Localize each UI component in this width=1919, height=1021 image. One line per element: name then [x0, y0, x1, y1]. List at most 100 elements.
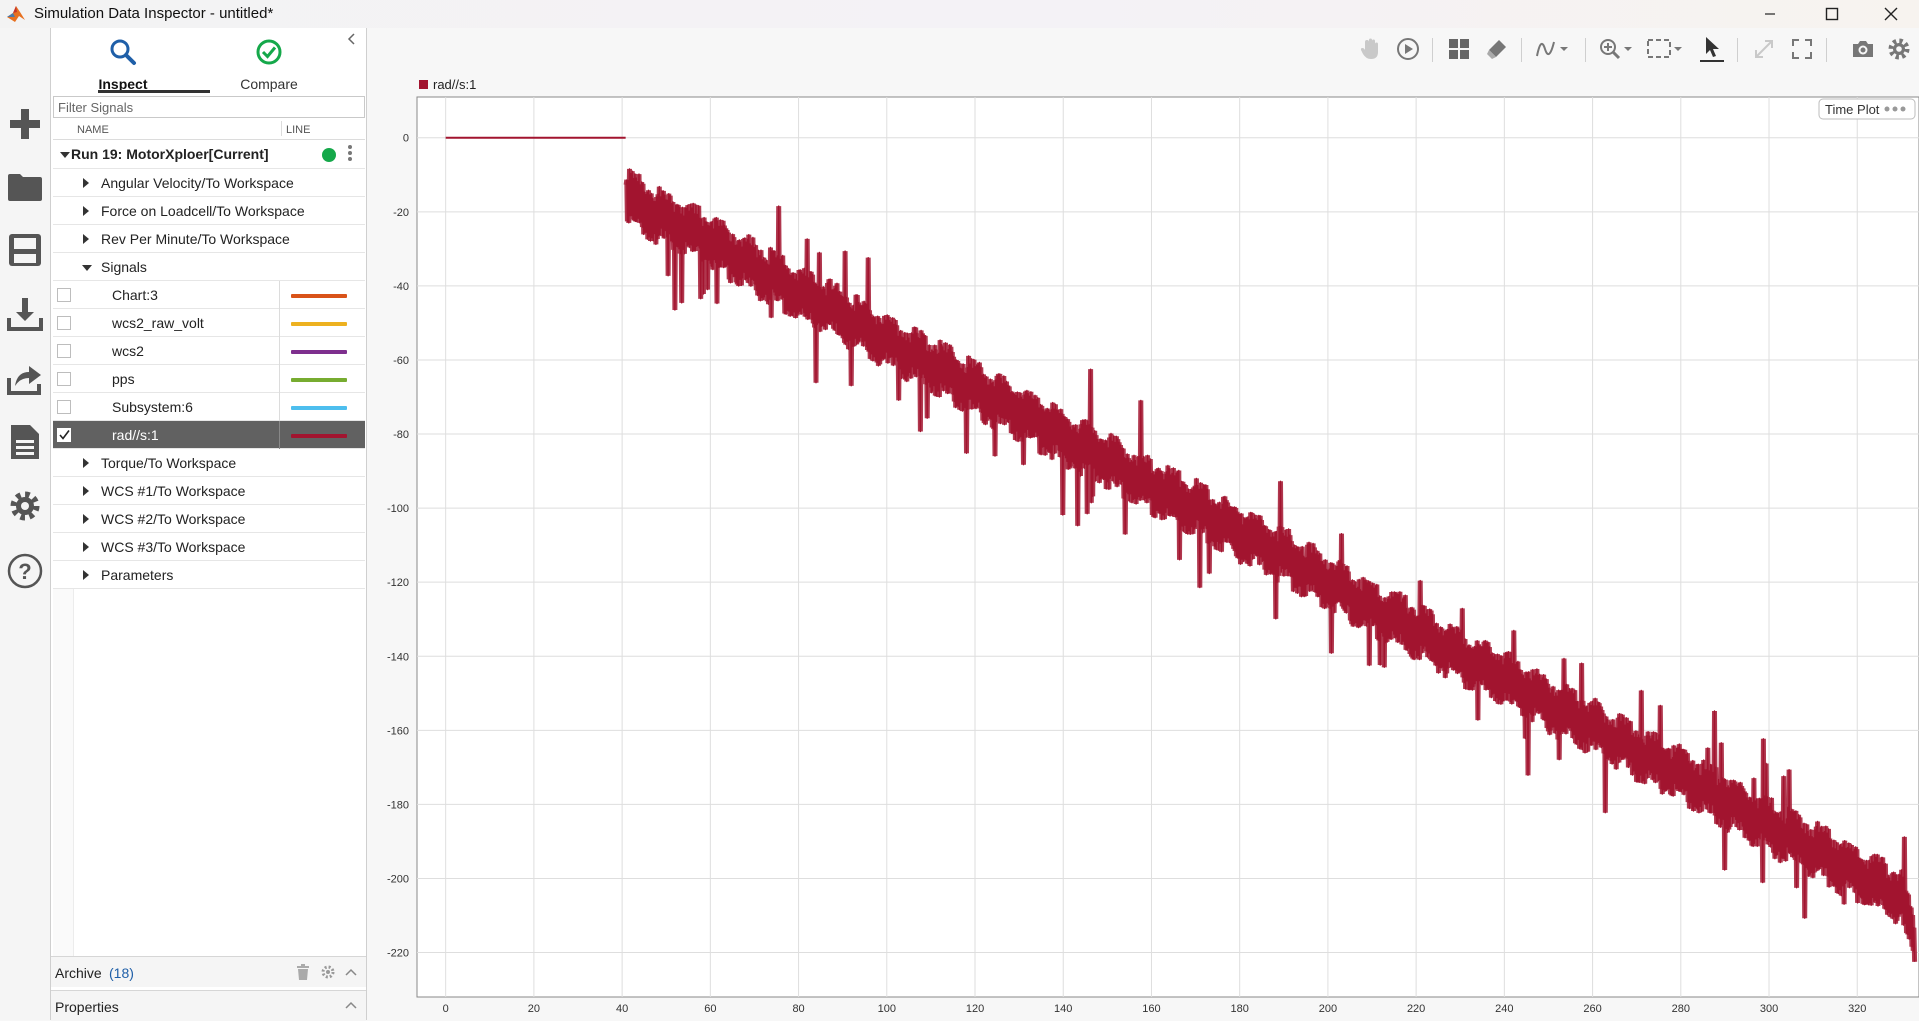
zoom-dropdown[interactable] [1596, 36, 1636, 62]
time-plot[interactable]: rad//s:1 0 20 40 60 80 100 120 140 160 180 200 220 2… [367, 28, 1919, 1020]
snapshot-button[interactable] [1848, 36, 1878, 62]
cursor-button[interactable] [1697, 36, 1727, 62]
signal-row[interactable]: pps [53, 365, 365, 393]
signal-style-dropdown[interactable] [1532, 36, 1574, 62]
signal-row[interactable]: Chart:3 [53, 281, 365, 309]
signal-name: wcs2 [112, 343, 144, 359]
properties-bar[interactable]: Properties [51, 990, 366, 1021]
expand-button[interactable] [1749, 36, 1779, 62]
signal-checkbox[interactable] [57, 372, 71, 386]
preferences-button[interactable] [6, 487, 44, 525]
maximize-button[interactable] [1809, 0, 1855, 28]
tab-inspect[interactable]: Inspect [73, 34, 173, 92]
save-button[interactable] [6, 231, 44, 269]
signal-group-row[interactable]: Torque/To Workspace [53, 449, 365, 477]
minimize-icon [1765, 13, 1775, 15]
collapse-panel-button[interactable] [347, 32, 363, 48]
check-circle-icon [256, 39, 282, 65]
signals-group-row[interactable]: Signals [53, 253, 365, 281]
search-icon [110, 39, 136, 65]
signal-group-row[interactable]: WCS #1/To Workspace [53, 477, 365, 505]
column-divider [279, 281, 280, 309]
signal-checkbox-checked[interactable] [57, 428, 71, 442]
signal-checkbox[interactable] [57, 400, 71, 414]
camera-icon [1853, 41, 1873, 57]
tab-compare[interactable]: Compare [219, 34, 319, 92]
x-tick-label: 240 [1495, 1003, 1513, 1015]
column-divider [279, 309, 280, 337]
export-button[interactable] [6, 359, 44, 397]
chevron-up-icon[interactable] [345, 1001, 357, 1009]
signal-group-row[interactable]: Rev Per Minute/To Workspace [53, 225, 365, 253]
fullscreen-button[interactable] [1787, 36, 1817, 62]
zoom-icon [1600, 39, 1632, 60]
caret-down-icon [60, 152, 70, 158]
column-divider [279, 393, 280, 421]
signal-group-row[interactable]: Force on Loadcell/To Workspace [53, 197, 365, 225]
line-color-swatch[interactable] [291, 322, 347, 326]
legend-swatch [419, 80, 428, 89]
fit-view-dropdown[interactable] [1644, 36, 1686, 62]
clear-plot-button[interactable] [1482, 36, 1512, 62]
open-button[interactable] [6, 168, 44, 206]
signal-checkbox[interactable] [57, 316, 71, 330]
cursor-icon [1700, 37, 1724, 62]
matlab-logo-icon [7, 6, 25, 22]
toolbar-separator [1585, 38, 1586, 62]
minimize-button[interactable] [1747, 0, 1793, 28]
time-plot-badge[interactable]: Time Plot [1818, 98, 1916, 120]
filter-signals-input[interactable] [53, 96, 365, 118]
x-tick-label: 200 [1319, 1003, 1337, 1015]
help-button[interactable]: ? [6, 552, 44, 590]
pan-button[interactable] [1355, 36, 1385, 62]
signal-group-row[interactable]: Parameters [53, 561, 365, 589]
signal-name: Chart:3 [112, 287, 158, 303]
signal-checkbox[interactable] [57, 344, 71, 358]
replay-icon [1397, 38, 1419, 60]
layout-button[interactable] [1444, 36, 1474, 62]
group-label: Rev Per Minute/To Workspace [101, 231, 290, 247]
chevron-up-icon[interactable] [345, 968, 357, 976]
gear-icon[interactable] [321, 965, 335, 979]
signal-name: Subsystem:6 [112, 399, 193, 415]
signal-row[interactable]: wcs2 [53, 337, 365, 365]
caret-right-icon [83, 206, 89, 216]
run-row[interactable]: Run 19: MotorXploer[Current] [53, 140, 365, 169]
caret-right-icon [83, 178, 89, 188]
line-color-swatch[interactable] [291, 378, 347, 382]
plus-icon [10, 109, 40, 139]
signal-checkbox[interactable] [57, 288, 71, 302]
group-label: Signals [101, 259, 147, 275]
status-dot [322, 148, 336, 162]
signal-row[interactable]: wcs2_raw_volt [53, 309, 365, 337]
tab-inspect-label: Inspect [98, 76, 148, 92]
line-color-swatch[interactable] [291, 350, 347, 354]
archive-bar[interactable]: Archive (18) [51, 956, 366, 987]
close-button[interactable] [1868, 0, 1914, 28]
settings-button[interactable] [1884, 36, 1914, 62]
x-tick-label: 320 [1848, 1003, 1866, 1015]
signal-group-row[interactable]: Angular Velocity/To Workspace [53, 169, 365, 197]
report-button[interactable] [6, 423, 44, 461]
trash-icon[interactable] [296, 964, 310, 980]
line-color-swatch[interactable] [291, 294, 347, 298]
series-band-core [623, 168, 1918, 962]
properties-label: Properties [55, 999, 119, 1015]
signal-row[interactable]: Subsystem:6 [53, 393, 365, 421]
line-color-swatch[interactable] [291, 434, 347, 438]
line-color-swatch[interactable] [291, 406, 347, 410]
signal-row-selected[interactable]: rad//s:1 [53, 421, 365, 449]
new-session-button[interactable] [6, 105, 44, 143]
run-menu-kebab-icon[interactable] [348, 145, 354, 163]
action-rail: ? [0, 28, 51, 1020]
caret-down-icon [82, 265, 92, 271]
replay-button[interactable] [1393, 36, 1423, 62]
signal-group-row[interactable]: WCS #2/To Workspace [53, 505, 365, 533]
series-rad-s-1 [445, 136, 1918, 962]
expand-icon [1755, 40, 1773, 58]
x-tick-label: 300 [1760, 1003, 1778, 1015]
import-button[interactable] [6, 295, 44, 333]
column-divider [279, 365, 280, 393]
signal-group-row[interactable]: WCS #3/To Workspace [53, 533, 365, 561]
caret-right-icon [83, 514, 89, 524]
